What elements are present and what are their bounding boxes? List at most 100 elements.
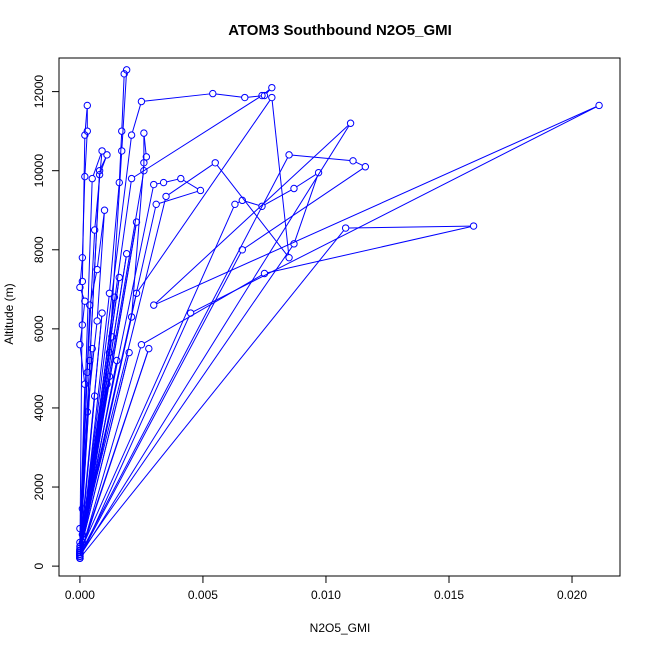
data-point: [113, 356, 121, 365]
data-point: [595, 101, 603, 110]
series-segment: [118, 134, 123, 180]
series-segment: [216, 165, 288, 256]
series-segment: [84, 134, 88, 174]
series-segment: [79, 225, 137, 552]
data-point: [137, 97, 146, 106]
series-segment: [82, 304, 86, 322]
series-segment: [159, 190, 198, 204]
series-segment: [97, 213, 105, 267]
y-tick-label: 6000: [32, 315, 46, 342]
data-point: [162, 192, 170, 201]
data-point: [118, 127, 126, 135]
data-point: [76, 554, 84, 562]
data-point: [349, 157, 357, 165]
data-point: [137, 340, 146, 349]
series-segment: [134, 96, 260, 178]
data-point: [346, 119, 355, 127]
data-point: [118, 147, 126, 155]
data-point: [122, 250, 131, 258]
series-segment: [168, 164, 213, 196]
data-point: [78, 530, 87, 539]
data-point: [127, 313, 136, 321]
data-point: [105, 289, 114, 297]
data-point: [268, 93, 276, 102]
data-point: [115, 178, 123, 187]
y-tick-label: 0: [32, 562, 46, 569]
data-point: [125, 348, 133, 357]
y-tick-label: 8000: [32, 236, 46, 263]
data-point: [140, 159, 148, 167]
series-segment: [144, 93, 210, 102]
series-segment: [81, 125, 350, 554]
data-point: [93, 317, 101, 325]
data-point: [98, 147, 106, 155]
series-segment: [121, 76, 125, 128]
data-point: [88, 174, 96, 183]
data-point: [83, 101, 91, 110]
data-point: [290, 240, 298, 248]
data-point: [268, 83, 276, 92]
data-point: [258, 202, 266, 210]
x-tick-label: 0.010: [311, 588, 341, 602]
data-point: [76, 550, 84, 558]
data-point: [95, 166, 104, 175]
series-segment: [80, 347, 142, 554]
data-point: [127, 174, 136, 183]
data-point: [150, 301, 158, 309]
series-segment: [79, 347, 85, 382]
data-point: [78, 253, 87, 262]
series-segment: [271, 100, 290, 255]
data-point: [159, 178, 168, 187]
data-point: [469, 222, 478, 230]
series-segment: [79, 351, 93, 552]
series-segment: [132, 104, 142, 133]
series-segment: [82, 207, 156, 532]
chart-title: ATOM3 Southbound N2O5_GMI: [228, 22, 452, 39]
y-axis-label: Altitude (m): [2, 283, 16, 344]
y-tick-label: 4000: [32, 394, 46, 421]
data-point: [78, 321, 87, 329]
series-segment: [121, 73, 127, 148]
series-segment: [355, 161, 363, 166]
data-point: [120, 70, 128, 78]
series-segment: [292, 154, 350, 162]
y-tick-label: 10000: [32, 154, 46, 188]
data-point: [90, 392, 99, 400]
data-point: [209, 89, 217, 98]
series-segment: [143, 274, 262, 344]
x-tick-label: 0.015: [434, 588, 464, 602]
series-segment: [131, 165, 145, 314]
data-point: [132, 218, 141, 226]
data-point: [152, 200, 160, 209]
data-point: [83, 368, 91, 377]
data-point: [81, 172, 89, 181]
y-tick-label: 12000: [32, 75, 46, 109]
series-segment: [183, 179, 198, 190]
series-segment: [264, 189, 292, 206]
data-point: [241, 93, 249, 102]
series-segment: [193, 106, 597, 313]
data-point: [258, 91, 266, 100]
data-point: [105, 372, 114, 381]
data-point: [81, 131, 89, 139]
data-point: [83, 408, 91, 416]
data-point: [260, 91, 269, 100]
data-point: [90, 226, 99, 234]
data-point: [103, 151, 111, 159]
x-tick-label: 0.020: [557, 588, 587, 602]
data-point: [98, 309, 106, 317]
series-segment: [296, 173, 317, 188]
series-segment: [156, 106, 597, 305]
data-point: [81, 297, 89, 305]
series-segment: [143, 136, 147, 154]
data-point: [122, 66, 131, 74]
series-segment: [348, 225, 471, 229]
data-point: [86, 356, 94, 365]
series-segment: [81, 230, 345, 557]
data-point: [186, 309, 195, 317]
series-segment: [92, 153, 102, 176]
series-segment: [80, 207, 235, 550]
data-point: [115, 273, 123, 282]
